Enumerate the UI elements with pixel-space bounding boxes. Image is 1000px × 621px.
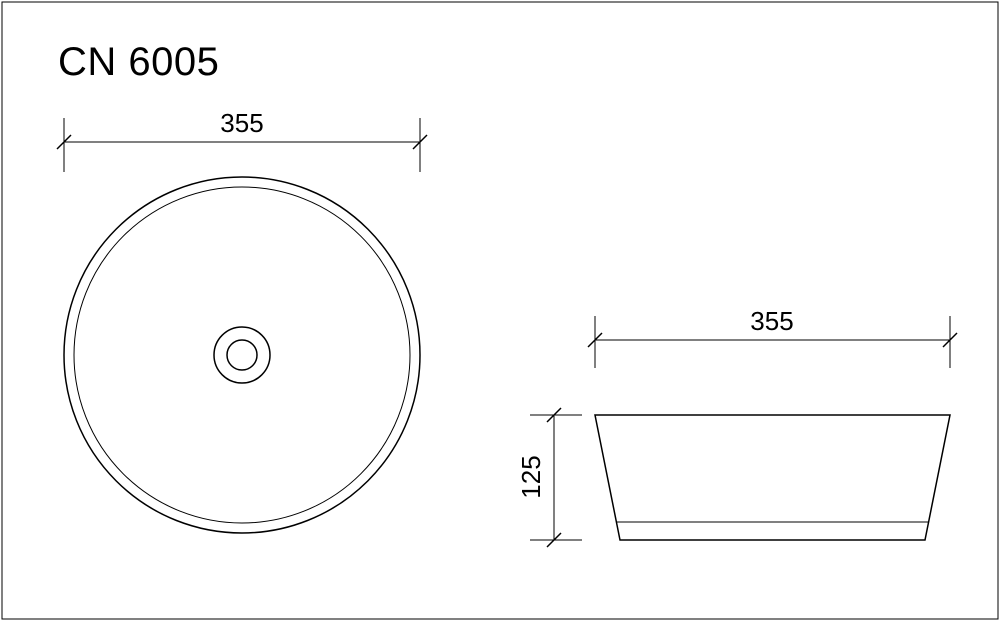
drawing-frame bbox=[2, 2, 998, 619]
elevation-view bbox=[595, 415, 950, 540]
plan-width-dimension: 355 bbox=[57, 108, 427, 172]
dimension-value: 125 bbox=[516, 455, 546, 498]
plan-view bbox=[64, 177, 420, 533]
drain-outer-circle bbox=[214, 327, 270, 383]
basin-outer-rim bbox=[64, 177, 420, 533]
elevation-height-dimension: 125 bbox=[516, 408, 582, 547]
dimension-value: 355 bbox=[220, 108, 263, 138]
drain-inner-circle bbox=[227, 340, 257, 370]
dimension-value: 355 bbox=[750, 306, 793, 336]
drawing-title: CN 6005 bbox=[58, 40, 219, 84]
basin-profile bbox=[595, 415, 950, 540]
basin-inner-rim bbox=[74, 187, 410, 523]
elevation-width-dimension: 355 bbox=[588, 306, 957, 368]
